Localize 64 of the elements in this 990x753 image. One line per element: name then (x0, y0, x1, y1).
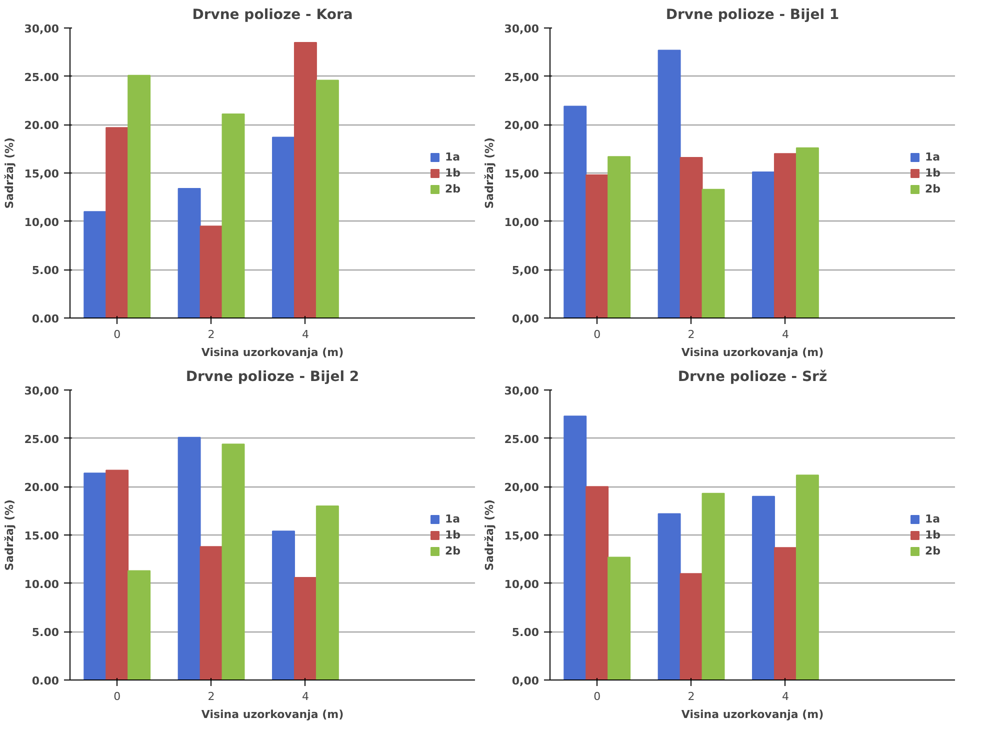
y-tick-label: 5.00 (512, 626, 540, 640)
y-tick-label: 5.00 (32, 264, 60, 278)
y-tick-label: 0.00 (32, 312, 60, 326)
legend-label: 1b (445, 528, 462, 542)
legend-label: 1b (925, 166, 942, 180)
y-tick-label: 30,00 (24, 22, 60, 36)
y-tick-label: 15,00 (24, 168, 60, 180)
y-axis-title: Sadržaj (%) (483, 499, 496, 571)
chart-title: Drvne polioze - Kora (192, 7, 353, 23)
legend-label: 2b (445, 544, 462, 558)
y-tick-label: 0.00 (32, 674, 60, 688)
y-axis-title: Sadržaj (%) (3, 499, 16, 571)
chart-title: Drvne polioze - Bijel 2 (186, 369, 360, 385)
legend-label: 1b (925, 528, 942, 542)
y-tick-label: 30,00 (504, 22, 540, 36)
legend-label: 1a (445, 512, 462, 526)
x-tick-label: 4 (302, 690, 309, 703)
y-tick-label: 10,00 (504, 578, 540, 591)
x-tick-label: 0 (594, 328, 601, 341)
x-tick-label: 2 (208, 328, 215, 341)
x-tick-label: 4 (782, 690, 789, 703)
y-tick-label: 5,00 (512, 264, 540, 278)
y-tick-label: 20,00 (504, 481, 540, 494)
y-tick-label: 0,00 (512, 674, 540, 688)
x-tick-label: 4 (782, 328, 789, 341)
y-tick-label: 10,00 (504, 216, 540, 229)
legend-label: 1a (925, 150, 942, 164)
y-tick-label: 5.00 (32, 626, 60, 640)
y-axis-title: Sadržaj (%) (3, 137, 16, 209)
legend-label: 1a (925, 512, 942, 526)
y-tick-label: 0,00 (512, 312, 540, 326)
y-tick-label: 15,00 (504, 168, 540, 180)
y-tick-label: 30,00 (24, 384, 60, 398)
x-tick-label: 0 (594, 690, 601, 703)
y-axis-title: Sadržaj (%) (483, 137, 496, 209)
y-tick-label: 15.00 (24, 530, 60, 542)
chart-title: Drvne polioze - Srž (678, 369, 828, 385)
legend-label: 2b (925, 544, 942, 558)
x-axis-title: Visina uzorkovanja (m) (201, 708, 344, 721)
x-axis-title: Visina uzorkovanja (m) (201, 346, 344, 359)
legend-label: 2b (925, 182, 942, 196)
x-tick-label: 4 (302, 328, 309, 341)
x-tick-label: 2 (688, 328, 695, 341)
y-tick-label: 20.00 (24, 481, 60, 494)
chart-title: Drvne polioze - Bijel 1 (666, 7, 840, 23)
legend-label: 2b (445, 182, 462, 196)
y-tick-label: 25.00 (24, 432, 60, 446)
x-tick-label: 2 (208, 690, 215, 703)
x-tick-label: 0 (114, 328, 121, 341)
y-tick-label: 25.00 (504, 432, 540, 446)
legend-label: 1b (445, 166, 462, 180)
y-tick-label: 25.00 (24, 70, 60, 84)
x-axis-title: Visina uzorkovanja (m) (681, 346, 824, 359)
x-tick-label: 0 (114, 690, 121, 703)
y-tick-label: 20.00 (24, 119, 60, 132)
y-tick-label: 25,00 (504, 70, 540, 84)
x-axis-title: Visina uzorkovanja (m) (681, 708, 824, 721)
y-tick-label: 10,00 (24, 216, 60, 229)
legend-label: 1a (445, 150, 462, 164)
y-tick-label: 15,00 (504, 530, 540, 542)
y-tick-label: 20,00 (504, 119, 540, 132)
y-tick-label: 30,00 (504, 384, 540, 398)
y-tick-label: 10.00 (24, 578, 60, 591)
x-tick-label: 2 (688, 690, 695, 703)
